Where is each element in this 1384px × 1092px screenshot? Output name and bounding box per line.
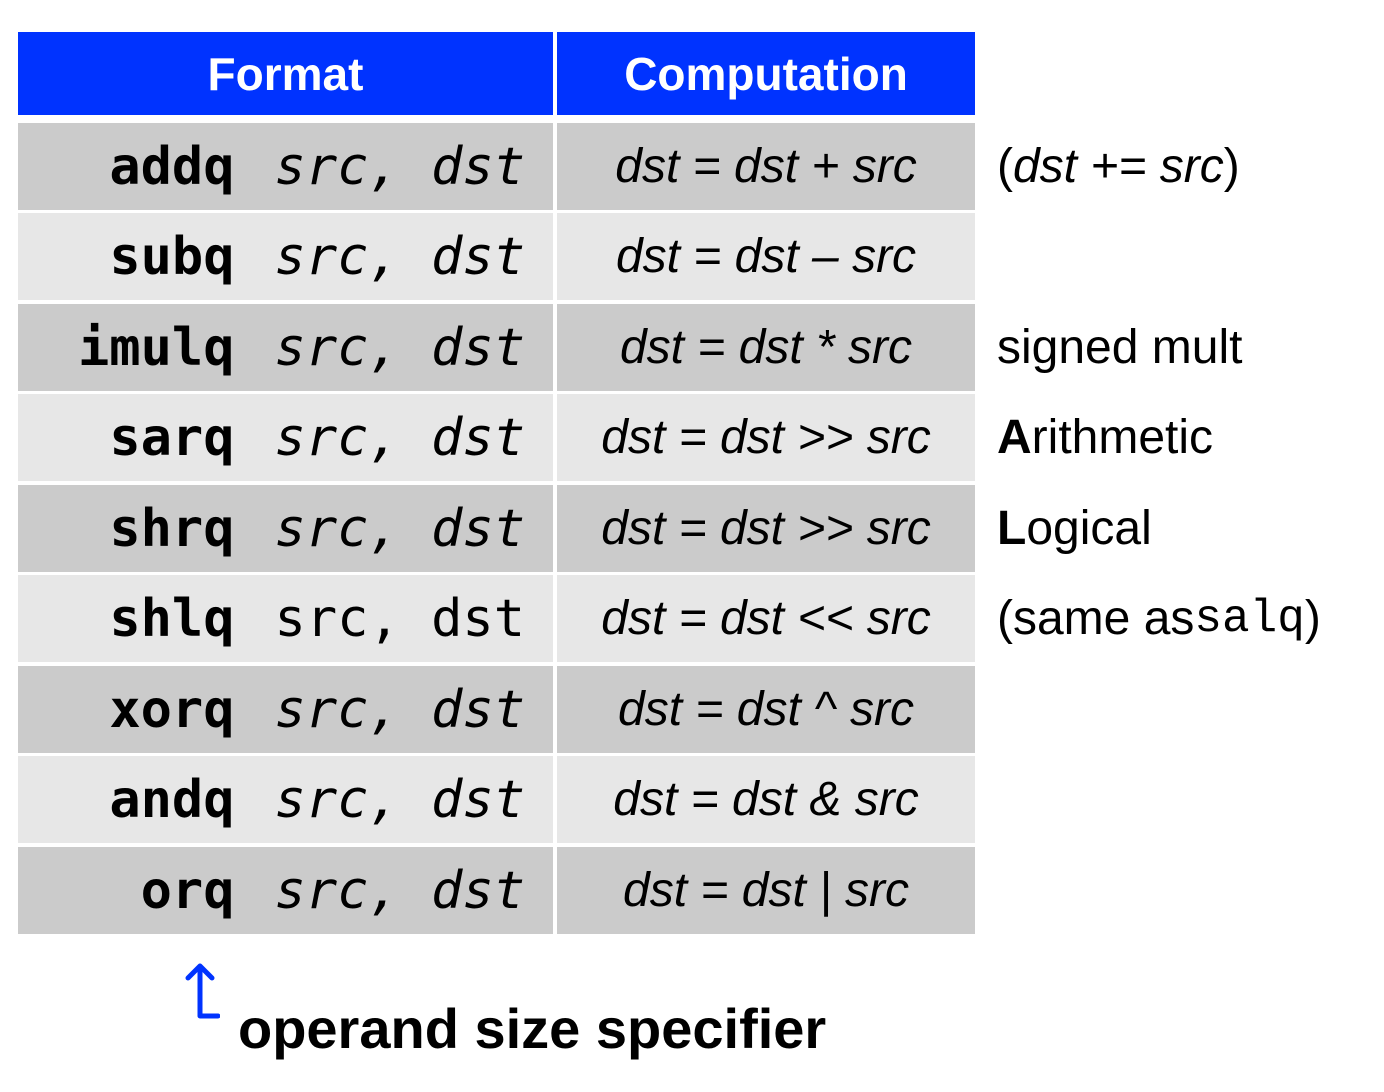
up-arrow-icon (185, 963, 220, 1019)
format-cell: orq src, dst (18, 847, 553, 934)
format-cell: shrq src, dst (18, 485, 553, 572)
computation-cell: dst = dst & src (557, 756, 975, 843)
format-cell: addq src, dst (18, 123, 553, 210)
computation-cell: dst = dst >> src (557, 485, 975, 572)
table-row: sarq src, dst dst = dst >> src (18, 394, 975, 481)
table-row: addq src, dst dst = dst + src (18, 123, 975, 210)
computation-cell: dst = dst | src (557, 847, 975, 934)
operands: src, dst (274, 588, 525, 649)
opcode: shrq (109, 498, 235, 559)
caption-operand-size: operand size specifier (238, 997, 827, 1060)
table-row: orq src, dst dst = dst | src (18, 847, 975, 934)
note-shlq: (same as salq) (997, 592, 1321, 645)
format-cell: shlq src, dst (18, 575, 553, 662)
format-cell: imulq src, dst (18, 304, 553, 391)
table-row: andq src, dst dst = dst & src (18, 756, 975, 843)
operands: src, dst (274, 136, 525, 197)
opcode: addq (109, 136, 235, 197)
computation-cell: dst = dst >> src (557, 394, 975, 481)
computation-cell: dst = dst – src (557, 213, 975, 300)
computation-cell: dst = dst + src (557, 123, 975, 210)
format-cell: subq src, dst (18, 213, 553, 300)
header-format: Format (18, 32, 553, 115)
table-row: shrq src, dst dst = dst >> src (18, 485, 975, 572)
format-cell: sarq src, dst (18, 394, 553, 481)
note-addq: (dst += src) (997, 140, 1240, 193)
operands: src, dst (274, 498, 525, 559)
table-row: imulq src, dst dst = dst * src (18, 304, 975, 391)
opcode: orq (140, 860, 235, 921)
note-imulq: signed mult (997, 321, 1243, 374)
operands: src, dst (274, 679, 525, 740)
table-row: shlq src, dst dst = dst << src (18, 575, 975, 662)
opcode: xorq (109, 679, 235, 740)
opcode: andq (109, 769, 235, 830)
computation-cell: dst = dst << src (557, 575, 975, 662)
opcode: subq (109, 226, 235, 287)
header-computation: Computation (557, 32, 975, 115)
format-cell: andq src, dst (18, 756, 553, 843)
opcode: shlq (109, 588, 235, 649)
format-cell: xorq src, dst (18, 666, 553, 753)
operands: src, dst (274, 769, 525, 830)
operands: src, dst (274, 407, 525, 468)
operands: src, dst (274, 860, 525, 921)
operands: src, dst (274, 317, 525, 378)
opcode: sarq (109, 407, 235, 468)
table-row: xorq src, dst dst = dst ^ src (18, 666, 975, 753)
operands: src, dst (274, 226, 525, 287)
computation-cell: dst = dst * src (557, 304, 975, 391)
computation-cell: dst = dst ^ src (557, 666, 975, 753)
opcode: imulq (78, 317, 235, 378)
table-row: subq src, dst dst = dst – src (18, 213, 975, 300)
